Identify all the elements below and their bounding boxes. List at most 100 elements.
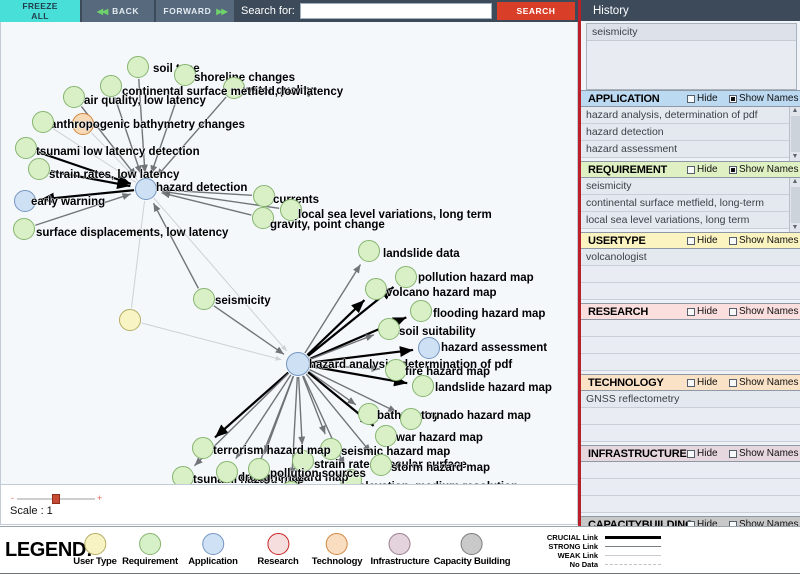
show-names-toggle-application[interactable]: Show Names xyxy=(729,93,798,104)
scroll-up-icon[interactable]: ▲ xyxy=(791,178,799,185)
graph-node[interactable] xyxy=(252,207,274,229)
graph-node[interactable] xyxy=(395,266,417,288)
graph-node[interactable] xyxy=(63,86,85,108)
zoom-slider[interactable]: - + xyxy=(11,493,103,504)
graph-node[interactable] xyxy=(193,288,215,310)
slider-thumb[interactable] xyxy=(52,494,60,504)
graph-node[interactable] xyxy=(418,337,440,359)
checkbox-icon[interactable] xyxy=(687,94,695,103)
graph-node[interactable] xyxy=(358,403,380,425)
graph-node[interactable] xyxy=(174,64,196,86)
graph-node[interactable] xyxy=(28,158,50,180)
checkbox-icon[interactable] xyxy=(687,378,695,387)
checkbox-icon[interactable] xyxy=(687,449,695,458)
graph-node[interactable] xyxy=(378,318,400,340)
category-list-item[interactable]: volcanologist xyxy=(581,249,800,266)
category-list-item[interactable]: GNSS reflectometry xyxy=(581,391,800,408)
list-scrollbar[interactable]: ▲ ▼ xyxy=(789,107,800,161)
show-names-toggle-research[interactable]: Show Names xyxy=(729,306,798,317)
list-scrollbar[interactable]: ▲ ▼ xyxy=(789,178,800,232)
graph-node[interactable] xyxy=(358,240,380,262)
scroll-down-icon[interactable]: ▼ xyxy=(791,153,799,160)
checkbox-icon[interactable] xyxy=(729,307,737,316)
graph-node[interactable] xyxy=(365,278,387,300)
checkbox-icon[interactable] xyxy=(729,165,737,174)
graph-node[interactable] xyxy=(400,408,422,430)
category-list-application[interactable]: hazard analysis, determination of pdf haz… xyxy=(581,107,800,161)
hide-toggle-research[interactable]: Hide xyxy=(687,306,718,317)
category-list-item[interactable]: seismicity xyxy=(581,178,800,195)
category-list-empty-row xyxy=(581,283,800,300)
graph-node[interactable] xyxy=(385,359,407,381)
graph-node[interactable] xyxy=(15,137,37,159)
back-button[interactable]: ◀◀ BACK xyxy=(82,0,154,22)
category-list-item[interactable]: hazard analysis, determination of pdf xyxy=(581,107,800,124)
checkbox-icon[interactable] xyxy=(687,236,695,245)
scrollbar-thumb[interactable] xyxy=(790,187,800,223)
graph-edge xyxy=(130,200,146,309)
graph-node[interactable] xyxy=(32,111,54,133)
show-names-toggle-usertype[interactable]: Show Names xyxy=(729,235,798,246)
graph-node[interactable] xyxy=(286,352,310,376)
graph-node[interactable] xyxy=(192,437,214,459)
hide-toggle-requirement[interactable]: Hide xyxy=(687,164,718,175)
graph-node[interactable] xyxy=(100,75,122,97)
hide-toggle-application[interactable]: Hide xyxy=(687,93,718,104)
graph-node[interactable] xyxy=(72,113,94,135)
show-names-toggle-infrastructure[interactable]: Show Names xyxy=(729,448,798,459)
search-button[interactable]: SEARCH xyxy=(497,2,575,20)
graph-node[interactable] xyxy=(412,375,434,397)
graph-node[interactable] xyxy=(223,77,245,99)
category-list-item[interactable]: local sea level variations, long term xyxy=(581,212,800,229)
graph-node-label: continental surface metfield, low latenc… xyxy=(122,86,344,98)
show-names-toggle-requirement[interactable]: Show Names xyxy=(729,164,798,175)
scroll-down-icon[interactable]: ▼ xyxy=(791,224,799,231)
graph-node[interactable] xyxy=(172,466,194,484)
graph-node[interactable] xyxy=(410,300,432,322)
category-list-usertype[interactable]: volcanologist xyxy=(581,249,800,303)
category-list-item[interactable]: continental surface metfield, long-term xyxy=(581,195,800,212)
category-list-requirement[interactable]: seismicity continental surface metfield, … xyxy=(581,178,800,232)
category-list-infrastructure[interactable] xyxy=(581,462,800,516)
graph-node[interactable] xyxy=(280,199,302,221)
category-list-item[interactable]: hazard detection xyxy=(581,124,800,141)
history-item[interactable]: seismicity xyxy=(587,24,796,41)
forward-button[interactable]: FORWARD ▶▶ xyxy=(156,0,234,22)
checkbox-icon[interactable] xyxy=(729,94,737,103)
graph-node[interactable] xyxy=(292,450,314,472)
category-list-item[interactable]: hazard assessment xyxy=(581,141,800,158)
graph-node[interactable] xyxy=(14,190,36,212)
slider-minus-icon[interactable]: - xyxy=(11,493,14,503)
checkbox-label: Hide xyxy=(697,377,718,388)
checkbox-icon[interactable] xyxy=(687,165,695,174)
graph-node[interactable] xyxy=(340,469,362,484)
freeze-label-line2: ALL xyxy=(31,11,49,21)
scrollbar-thumb[interactable] xyxy=(790,116,800,152)
freeze-all-button[interactable]: FREEZE ALL xyxy=(0,0,80,22)
category-list-research[interactable] xyxy=(581,320,800,374)
graph-node[interactable] xyxy=(119,309,141,331)
search-input[interactable] xyxy=(299,3,492,19)
checkbox-icon[interactable] xyxy=(687,307,695,316)
checkbox-icon[interactable] xyxy=(729,236,737,245)
graph-node[interactable] xyxy=(248,458,270,480)
graph-node[interactable] xyxy=(127,56,149,78)
hide-toggle-usertype[interactable]: Hide xyxy=(687,235,718,246)
category-list-technology[interactable]: GNSS reflectometry xyxy=(581,391,800,445)
graph-node[interactable] xyxy=(253,185,275,207)
hide-toggle-technology[interactable]: Hide xyxy=(687,377,718,388)
graph-node[interactable] xyxy=(370,454,392,476)
scroll-up-icon[interactable]: ▲ xyxy=(791,107,799,114)
graph-node[interactable] xyxy=(13,218,35,240)
slider-plus-icon[interactable]: + xyxy=(97,493,103,503)
checkbox-icon[interactable] xyxy=(729,378,737,387)
graph-node[interactable] xyxy=(375,425,397,447)
graph-node[interactable] xyxy=(135,178,157,200)
show-names-toggle-technology[interactable]: Show Names xyxy=(729,377,798,388)
hide-toggle-infrastructure[interactable]: Hide xyxy=(687,448,718,459)
history-list[interactable]: seismicity xyxy=(586,23,797,90)
graph-node[interactable] xyxy=(216,461,238,483)
checkbox-icon[interactable] xyxy=(729,449,737,458)
graph-node[interactable] xyxy=(320,438,342,460)
